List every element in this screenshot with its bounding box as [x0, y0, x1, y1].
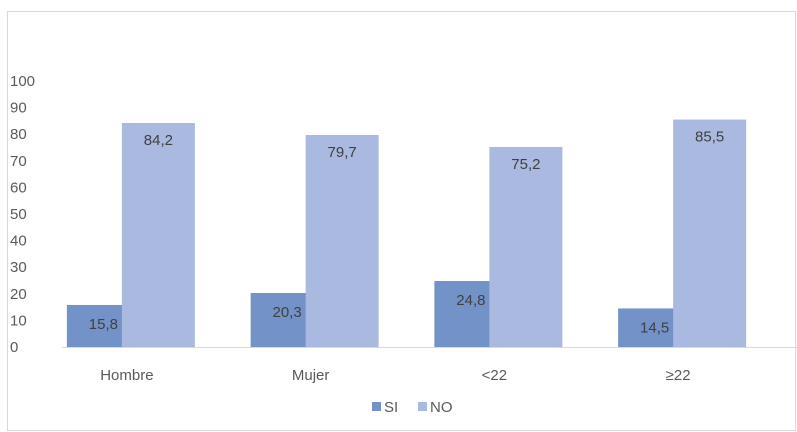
bars [66, 119, 747, 347]
data-labels: 15,8 84,2 20,3 79,7 24,8 75,2 14,5 85,5 [89, 129, 724, 337]
data-label-no-0: 84,2 [144, 132, 173, 149]
bar-no-0 [121, 123, 195, 347]
x-category-label: Mujer [292, 367, 330, 384]
y-tick-label: 80 [10, 126, 27, 143]
bar-no-1 [305, 134, 379, 347]
y-tick-label: 10 [10, 312, 27, 329]
y-tick-label: 0 [10, 339, 18, 356]
data-label-si-0: 15,8 [89, 316, 118, 333]
legend: SI NO [372, 399, 453, 416]
bar-no-2 [489, 146, 563, 347]
x-category-label: ≥22 [666, 367, 691, 384]
y-tick-label: 60 [10, 179, 27, 196]
data-label-si-3: 14,5 [640, 319, 669, 336]
data-label-si-2: 24,8 [456, 292, 485, 309]
y-tick-label: 20 [10, 286, 27, 303]
y-tick-label: 70 [10, 153, 27, 170]
legend-label-si: SI [384, 399, 398, 416]
data-label-no-3: 85,5 [695, 129, 724, 146]
y-tick-label: 40 [10, 233, 27, 250]
data-label-si-1: 20,3 [273, 304, 302, 321]
y-tick-label: 50 [10, 206, 27, 223]
legend-swatch-si [372, 402, 381, 411]
data-label-no-1: 79,7 [328, 144, 357, 161]
y-axis: 0 10 20 30 40 50 60 70 80 90 100 [10, 73, 35, 356]
y-tick-label: 30 [10, 259, 27, 276]
x-category-label: <22 [482, 367, 507, 384]
legend-label-no: NO [430, 399, 453, 416]
y-tick-label: 100 [10, 73, 35, 90]
legend-swatch-no [418, 402, 427, 411]
x-category-label: Hombre [100, 367, 153, 384]
data-label-no-2: 75,2 [511, 156, 540, 173]
x-axis: Hombre Mujer <22 ≥22 [100, 367, 690, 384]
y-tick-label: 90 [10, 100, 27, 117]
bar-no-3 [673, 119, 747, 347]
